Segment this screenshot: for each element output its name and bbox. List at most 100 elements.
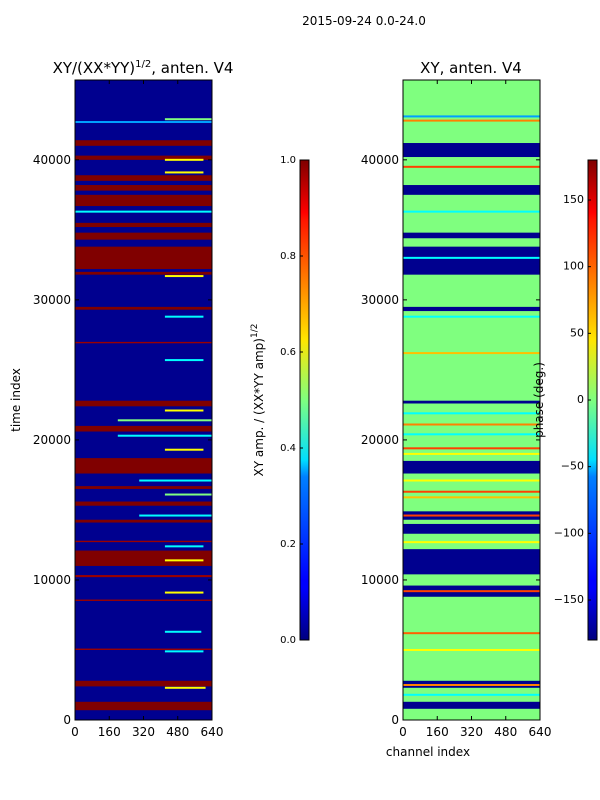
left-x-tick-label: 0 bbox=[71, 725, 79, 739]
left-speckle-row-5 bbox=[164, 545, 204, 548]
right-x-tick-label: 480 bbox=[494, 725, 517, 739]
right-y-tick-label: 20000 bbox=[361, 433, 399, 447]
left-speckle-row-14 bbox=[164, 315, 204, 318]
left-speckle-row-20 bbox=[164, 118, 212, 121]
right-colorbar-tick-label: −100 bbox=[554, 526, 584, 539]
right-speckle-row-13 bbox=[403, 423, 540, 426]
left-panel-title: XY/(XX*YY)1/2, anten. V4 bbox=[53, 59, 234, 77]
left-band-19 bbox=[75, 194, 212, 207]
right-heatmap-bands bbox=[403, 115, 540, 709]
right-speckle-row-6 bbox=[403, 514, 540, 517]
left-colorbar-tick-label: 0.4 bbox=[280, 443, 296, 454]
right-colorbar-label: phase (deg.) bbox=[532, 362, 546, 438]
right-speckle-row-10 bbox=[403, 452, 540, 455]
left-speckle-row-9 bbox=[164, 448, 204, 451]
left-band-8 bbox=[75, 501, 212, 506]
left-speckle-row-13 bbox=[164, 359, 204, 362]
left-speckle-row-11 bbox=[117, 419, 212, 422]
left-band-22 bbox=[75, 155, 212, 160]
right-x-tick-label: 0 bbox=[399, 725, 407, 739]
left-band-9 bbox=[75, 486, 212, 489]
left-heatmap-bands bbox=[75, 118, 212, 711]
left-band-1 bbox=[75, 680, 212, 687]
left-band-2 bbox=[75, 648, 212, 650]
left-colorbar-tick-label: 0.8 bbox=[280, 251, 296, 262]
left-band-15 bbox=[75, 271, 212, 275]
left-speckle-row-17 bbox=[164, 171, 204, 174]
left-band-10 bbox=[75, 458, 212, 474]
left-x-tick-label: 320 bbox=[132, 725, 155, 739]
right-band-0 bbox=[403, 701, 540, 709]
left-x-tick-label: 160 bbox=[98, 725, 121, 739]
left-speckle-row-6 bbox=[139, 514, 212, 517]
right-band-9 bbox=[403, 246, 540, 275]
left-colorbar-tick-label: 0.2 bbox=[280, 539, 296, 550]
left-band-11 bbox=[75, 425, 212, 432]
right-speckle-row-18 bbox=[403, 210, 540, 213]
left-y-tick-label: 30000 bbox=[33, 293, 71, 307]
left-speckle-row-7 bbox=[164, 493, 212, 496]
right-speckle-row-14 bbox=[403, 412, 540, 415]
right-colorbar: 150 100 50 0 −50 −100 −150 phase (deg.) bbox=[532, 159, 598, 641]
left-colorbar: 0.0 0.2 0.4 0.6 0.8 1.0 XY amp. / (XX*YY amp)… bbox=[250, 155, 310, 646]
left-colorbar-tick-label: 0.6 bbox=[280, 347, 296, 358]
right-colorbar-tick-label: −150 bbox=[554, 593, 584, 606]
left-y-tick-label: 40000 bbox=[33, 153, 71, 167]
left-band-4 bbox=[75, 575, 212, 578]
right-y-tick-label: 30000 bbox=[361, 293, 399, 307]
right-speckle-row-8 bbox=[403, 490, 540, 493]
left-y-tick-label: 0 bbox=[63, 713, 71, 727]
right-band-10 bbox=[403, 232, 540, 239]
left-band-20 bbox=[75, 185, 212, 191]
left-speckle-row-10 bbox=[117, 434, 212, 437]
right-band-3 bbox=[403, 549, 540, 575]
left-band-17 bbox=[75, 232, 212, 240]
right-panel: XY, anten. V4 0 10000 20000 30000 40000 0 160… bbox=[361, 59, 552, 759]
left-x-axis: 0 160 320 480 640 bbox=[71, 80, 223, 739]
left-band-16 bbox=[75, 246, 212, 270]
right-colorbar-tick-label: −50 bbox=[561, 460, 584, 473]
right-band-7 bbox=[403, 400, 540, 404]
right-band-8 bbox=[403, 306, 540, 312]
right-y-axis: 0 10000 20000 30000 40000 bbox=[361, 153, 540, 727]
left-speckle-row-15 bbox=[164, 275, 204, 278]
left-band-21 bbox=[75, 175, 212, 181]
left-y-tick-label: 10000 bbox=[33, 573, 71, 587]
right-speckle-row-12 bbox=[403, 433, 540, 436]
right-speckle-row-11 bbox=[403, 447, 540, 450]
left-speckle-row-8 bbox=[139, 479, 212, 482]
left-band-0 bbox=[75, 701, 212, 711]
right-speckle-row-7 bbox=[403, 496, 540, 499]
left-band-23 bbox=[75, 140, 212, 146]
right-speckle-row-20 bbox=[403, 119, 540, 122]
right-speckle-row-4 bbox=[403, 590, 540, 593]
right-speckle-row-5 bbox=[403, 541, 540, 544]
right-speckle-row-21 bbox=[403, 115, 540, 118]
right-speckle-row-17 bbox=[403, 256, 540, 259]
left-band-7 bbox=[75, 519, 212, 523]
right-x-tick-label: 640 bbox=[529, 725, 552, 739]
right-y-tick-label: 40000 bbox=[361, 153, 399, 167]
left-colorbar-label: XY amp. / (XX*YY amp)1/2 bbox=[250, 324, 266, 477]
right-panel-title: XY, anten. V4 bbox=[420, 59, 522, 77]
left-band-3 bbox=[75, 599, 212, 601]
right-y-tick-label: 0 bbox=[391, 713, 399, 727]
right-speckle-row-0 bbox=[403, 693, 540, 696]
left-band-13 bbox=[75, 341, 212, 344]
left-colorbar-tick-label: 1.0 bbox=[280, 155, 296, 166]
right-speckle-row-1 bbox=[403, 683, 540, 686]
left-colorbar-gradient bbox=[299, 159, 310, 641]
right-speckle-row-15 bbox=[403, 352, 540, 355]
left-y-axis-label: time index bbox=[9, 368, 23, 432]
left-panel: XY/(XX*YY)1/2, anten. V4 0 10000 20000 3000… bbox=[9, 59, 233, 739]
right-speckle-row-2 bbox=[403, 648, 540, 651]
left-band-14 bbox=[75, 306, 212, 310]
right-band-11 bbox=[403, 185, 540, 195]
right-colorbar-tick-label: 0 bbox=[577, 393, 584, 406]
left-band-5 bbox=[75, 550, 212, 566]
right-x-axis: 0 160 320 480 640 bbox=[399, 80, 551, 739]
right-speckle-row-9 bbox=[403, 479, 540, 482]
right-speckle-row-19 bbox=[403, 165, 540, 168]
right-x-tick-label: 320 bbox=[460, 725, 483, 739]
